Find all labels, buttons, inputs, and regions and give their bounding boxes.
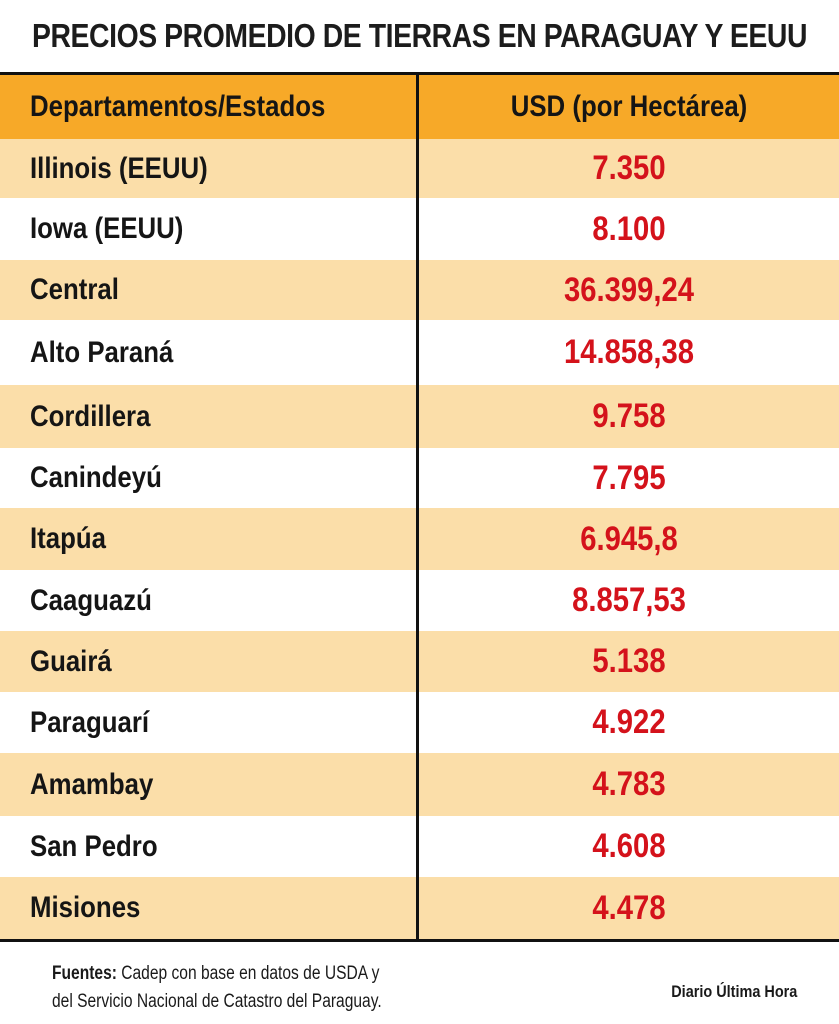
chart-title: PRECIOS PROMEDIO DE TIERRAS EN PARAGUAY … <box>31 17 808 54</box>
region-cell: Central <box>30 273 119 306</box>
region-cell: Alto Paraná <box>30 335 174 369</box>
region-cell: Illinois (EEUU) <box>30 151 208 185</box>
region-cell: Paraguarí <box>30 705 150 739</box>
publisher-credit: Diario Última Hora <box>670 982 797 1001</box>
sources-separator: : <box>111 963 117 984</box>
region-cell: San Pedro <box>30 829 158 863</box>
sources-label: Fuentes <box>52 963 112 984</box>
table-row: Alto Paraná 14.858,38 <box>0 320 839 385</box>
price-cell: 4.783 <box>592 765 666 803</box>
region-cell: Canindeyú <box>30 461 162 494</box>
price-cell: 4.922 <box>592 703 666 741</box>
price-cell: 8.100 <box>592 209 666 248</box>
table-row: Guairá 5.138 <box>0 631 839 692</box>
region-cell: Misiones <box>30 891 141 924</box>
table-row: Iowa (EEUU) 8.100 <box>0 198 839 260</box>
price-cell: 4.608 <box>592 827 666 865</box>
region-cell: Iowa (EEUU) <box>30 212 184 245</box>
region-cell: Guairá <box>30 644 112 678</box>
table-row: Caaguazú 8.857,53 <box>0 570 839 631</box>
table-row: Itapúa 6.945,8 <box>0 508 839 570</box>
sources-line-1: Cadep con base en datos de USDA y <box>116 963 380 984</box>
table-header-row: Departamentos/Estados USD (por Hectárea) <box>0 75 839 139</box>
table-row: Misiones 4.478 <box>0 877 839 939</box>
sources-line-2: del Servicio Nacional de Catastro del Pa… <box>52 991 382 1012</box>
price-cell: 6.945,8 <box>580 519 678 558</box>
table-row: San Pedro 4.608 <box>0 816 839 877</box>
region-cell: Amambay <box>30 767 154 801</box>
region-cell: Itapúa <box>30 522 106 555</box>
price-cell: 7.350 <box>592 149 666 187</box>
footer: Fuentes: Cadep con base en datos de USDA… <box>0 942 839 1024</box>
column-header-price: USD (por Hectárea) <box>510 90 748 123</box>
region-cell: Cordillera <box>30 399 151 433</box>
table-row: Canindeyú 7.795 <box>0 448 839 508</box>
table-row: Cordillera 9.758 <box>0 385 839 448</box>
table-row: Central 36.399,24 <box>0 260 839 320</box>
price-cell: 4.478 <box>592 888 666 927</box>
price-cell: 14.858,38 <box>563 333 695 371</box>
table-row: Amambay 4.783 <box>0 753 839 816</box>
price-cell: 9.758 <box>592 397 666 435</box>
table-row: Illinois (EEUU) 7.350 <box>0 139 839 198</box>
price-table: Departamentos/Estados USD (por Hectárea) I… <box>0 72 839 942</box>
column-header-region: Departamentos/Estados <box>30 90 326 123</box>
column-divider <box>416 72 419 942</box>
price-cell: 7.795 <box>592 458 666 497</box>
price-cell: 36.399,24 <box>563 270 695 309</box>
price-cell: 8.857,53 <box>572 581 686 619</box>
price-cell: 5.138 <box>592 642 666 680</box>
sources-note: Fuentes: Cadep con base en datos de USDA… <box>52 960 413 1016</box>
table-row: Paraguarí 4.922 <box>0 692 839 753</box>
region-cell: Caaguazú <box>30 583 152 617</box>
